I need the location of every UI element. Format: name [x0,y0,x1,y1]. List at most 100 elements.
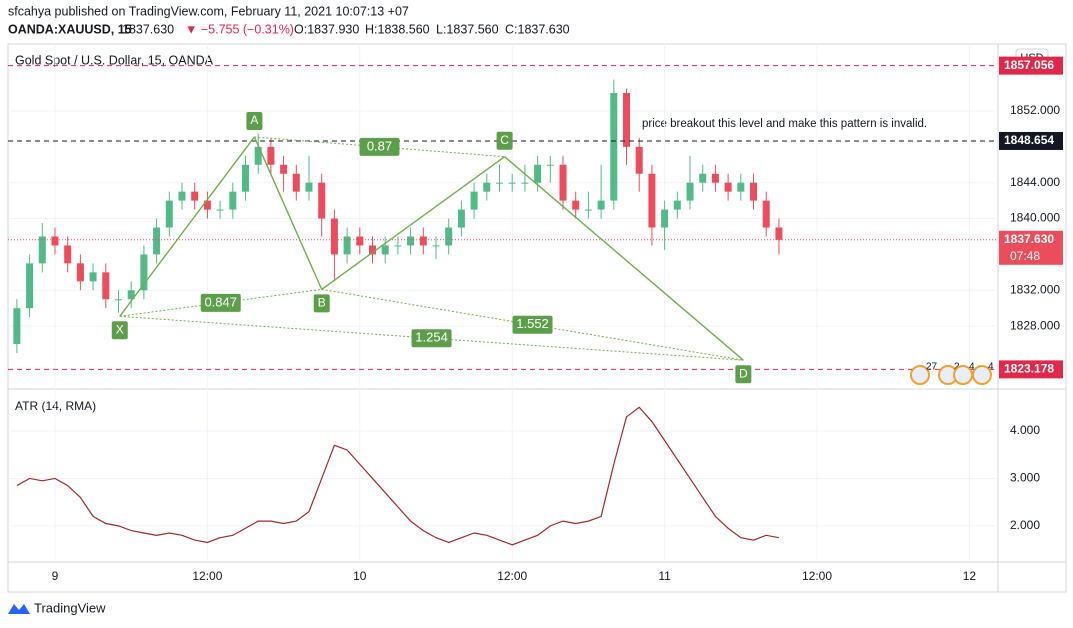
point-label: B [318,296,326,310]
level-label: 1857.056 [1004,58,1054,72]
candle-body [584,209,592,211]
candle-body [623,93,631,147]
candle-body [369,245,377,255]
candle-body [762,200,770,228]
x-tick-label: 12:00 [802,569,832,583]
candle-body [267,146,275,165]
candle-body [51,236,59,246]
candle-body [635,146,643,174]
candle-body [610,93,618,201]
candle-body [496,182,504,184]
candle-body [191,191,199,201]
y2-tick-label: 4.000 [1010,423,1040,437]
candle-body [114,299,122,301]
candle-body [13,308,21,345]
candle-body [89,272,97,282]
point-label: D [739,366,748,380]
y-tick-label: 1852.000 [1010,103,1060,117]
price-label: 1837.630 [1004,232,1054,246]
pattern-leg [119,136,255,317]
point-box [496,131,513,150]
level-tag [999,131,1063,150]
level-tag [999,360,1063,379]
candle-body [330,218,338,255]
brand-logo [8,604,30,614]
candle-body [686,182,694,201]
candle-body [153,227,161,255]
pattern-leg [504,156,744,361]
open: O:1837.930 [294,22,359,36]
candle-body [305,182,313,192]
candle-body [407,236,415,246]
candle-body [280,164,288,174]
point-box [313,294,330,313]
last-price: 1837.630 [122,22,174,36]
event-icon [972,365,992,385]
ratio-box [512,315,553,334]
candle-body [64,245,72,264]
candle-body [127,290,135,300]
pattern-leg [253,136,323,290]
level-tag [999,56,1063,75]
point-box [111,321,128,340]
candle-body [178,191,186,201]
x-tick-label: 12:00 [497,569,527,583]
candle-body [102,272,110,300]
candle-body [38,236,46,264]
price-tag [999,230,1063,265]
candle-body [229,191,237,210]
candle-body [508,182,516,184]
candle-body [483,182,491,192]
ratio-label: 1.552 [516,316,549,331]
y-tick-label: 1840.000 [1010,211,1060,225]
event-icon [910,365,930,385]
x-tick-label: 12:00 [192,569,222,583]
candle-body [661,209,669,228]
frame [7,43,1067,593]
brand: TradingView [34,600,106,615]
candle-body [394,245,402,247]
publish-line: sfcahya published on TradingView.com, Fe… [8,4,409,18]
candle-body [381,245,389,255]
y2-tick-label: 2.000 [1010,518,1040,532]
level-label: 1823.178 [1004,362,1054,376]
candle-body [203,200,211,210]
candle-body [318,182,326,219]
annotation: price breakout this level and make this … [642,118,927,130]
candle-body [673,200,681,210]
countdown: 07:48 [1010,249,1040,263]
candle-body [699,173,707,183]
change: ▼ −5.755 (−0.31%) [185,22,294,36]
candle-body [572,200,580,210]
pattern-leg [321,156,505,290]
candle-body [356,236,364,246]
point-label: X [116,322,124,336]
high: H:1838.560 [365,22,430,36]
ratio-box [411,329,452,348]
atr-label: ATR (14, RMA) [15,399,96,413]
ratio-label: 0.87 [367,138,392,153]
y-tick-label: 1832.000 [1010,282,1060,296]
ratio-label: 0.847 [204,294,237,309]
ratio-label: 1.254 [415,330,448,345]
symbol: OANDA:XAUUSD, 15 [8,22,132,36]
candle-body [445,227,453,246]
low: L:1837.560 [436,22,499,36]
chart-title: Gold Spot / U.S. Dollar, 15, OANDA [15,53,214,67]
candle-body [343,236,351,255]
y-tick-label: 1844.000 [1010,175,1060,189]
candle-body [216,209,224,211]
candle-body [292,173,300,192]
point-label: A [250,113,258,127]
candle-body [724,182,732,192]
x-tick-label: 12 [963,569,977,583]
atr-line [16,406,780,546]
candle-body [648,173,656,228]
candle-body [470,191,478,210]
candle-body [534,164,542,183]
candle-body [597,200,605,210]
candle-body [559,164,567,201]
close: C:1837.630 [505,22,570,36]
point-box [246,111,263,130]
